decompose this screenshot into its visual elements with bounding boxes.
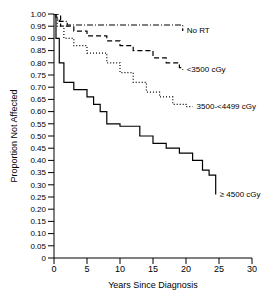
svg-text:Proportion Not Affected: Proportion Not Affected	[9, 90, 19, 183]
svg-text:<3500 cGy: <3500 cGy	[187, 65, 226, 74]
svg-text:0.75: 0.75	[30, 71, 46, 80]
svg-text:10: 10	[115, 264, 125, 274]
svg-text:0.30: 0.30	[30, 181, 46, 190]
svg-text:0.55: 0.55	[30, 120, 46, 129]
svg-text:≥ 4500 cGy: ≥ 4500 cGy	[220, 190, 261, 199]
svg-text:0.90: 0.90	[30, 34, 46, 43]
svg-text:0.45: 0.45	[30, 144, 46, 153]
svg-text:Years Since Diagnosis: Years Since Diagnosis	[108, 280, 198, 290]
svg-text:20: 20	[181, 264, 191, 274]
svg-text:30: 30	[247, 264, 257, 274]
svg-text:0: 0	[51, 264, 56, 274]
svg-text:0.35: 0.35	[30, 168, 46, 177]
svg-text:1.00: 1.00	[30, 10, 46, 19]
svg-text:3500-<4499 cGy: 3500-<4499 cGy	[197, 102, 256, 111]
svg-text:5: 5	[84, 264, 89, 274]
svg-text:15: 15	[148, 264, 158, 274]
svg-text:0.95: 0.95	[30, 22, 46, 31]
svg-text:0.85: 0.85	[30, 46, 46, 55]
svg-text:0.25: 0.25	[30, 193, 46, 202]
svg-text:0: 0	[42, 254, 47, 263]
svg-text:0.70: 0.70	[30, 83, 46, 92]
svg-text:0.50: 0.50	[30, 132, 46, 141]
svg-text:0.15: 0.15	[30, 217, 46, 226]
svg-text:0.05: 0.05	[30, 242, 46, 251]
svg-text:0.60: 0.60	[30, 107, 46, 116]
svg-text:0.80: 0.80	[30, 59, 46, 68]
svg-text:0.10: 0.10	[30, 229, 46, 238]
svg-text:No RT: No RT	[187, 26, 210, 35]
svg-text:0.20: 0.20	[30, 205, 46, 214]
svg-text:0.65: 0.65	[30, 95, 46, 104]
svg-text:0.40: 0.40	[30, 156, 46, 165]
svg-text:25: 25	[214, 264, 224, 274]
